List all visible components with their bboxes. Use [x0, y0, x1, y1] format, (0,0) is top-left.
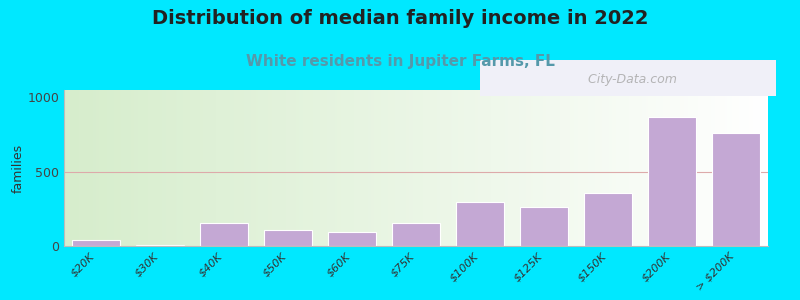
- Y-axis label: families: families: [11, 143, 25, 193]
- Bar: [456, 202, 504, 246]
- Bar: [520, 207, 568, 246]
- Bar: [392, 223, 440, 246]
- Bar: [648, 117, 696, 246]
- Bar: [328, 232, 376, 246]
- Text: City-Data.com: City-Data.com: [579, 73, 677, 86]
- Bar: [712, 133, 760, 246]
- Bar: [200, 223, 248, 246]
- Bar: [136, 245, 184, 246]
- Bar: [264, 230, 312, 246]
- Bar: [72, 240, 120, 246]
- Text: White residents in Jupiter Farms, FL: White residents in Jupiter Farms, FL: [246, 54, 554, 69]
- Bar: [584, 193, 632, 246]
- Text: Distribution of median family income in 2022: Distribution of median family income in …: [152, 9, 648, 28]
